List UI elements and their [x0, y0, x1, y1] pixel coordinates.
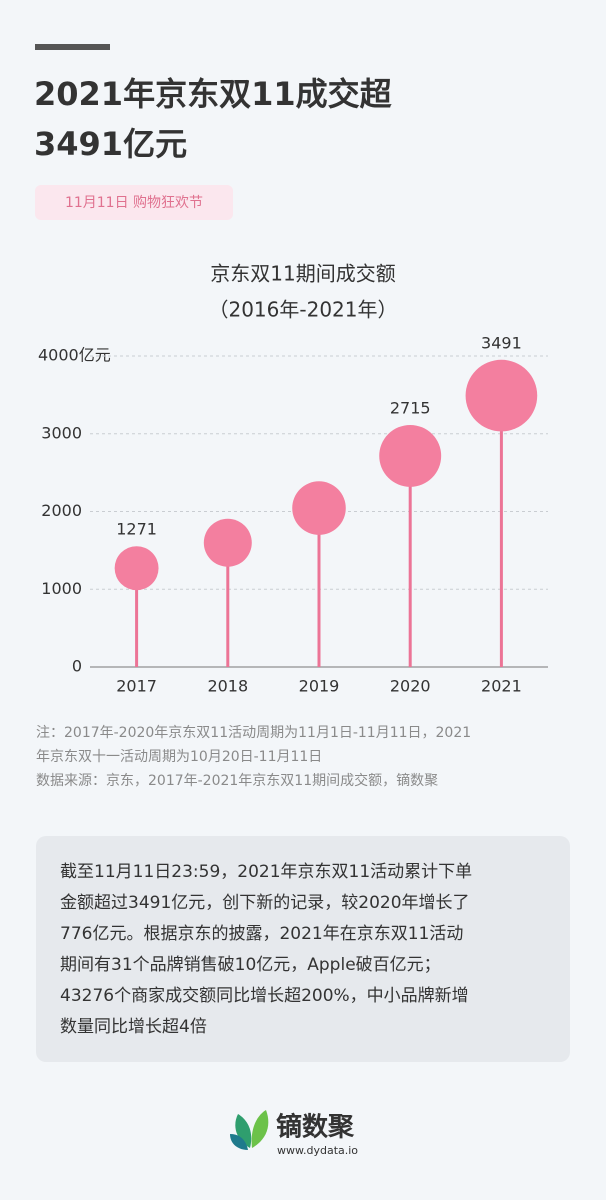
bubble	[292, 481, 346, 535]
note: 数据来源：京东，2017年-2021年京东双11期间成交额，镝数聚	[36, 772, 438, 789]
x-tick-label: 2017	[116, 677, 157, 696]
tag: 11月11日 购物狂欢节	[65, 195, 203, 211]
summary-line: 776亿元。根据京东的披露，2021年在京东双11活动	[60, 924, 463, 944]
y-tick-label: 3000	[41, 423, 82, 442]
summary: 截至11月11日23:59，2021年京东双11活动累计下单金额超过3491亿元…	[60, 862, 472, 1037]
value-label: 3491	[481, 333, 522, 352]
summary-line: 期间有31个品牌销售破10亿元，Apple破百亿元；	[60, 955, 441, 975]
title-line: 2021年京东双11成交超	[34, 75, 393, 113]
bubble	[114, 546, 159, 591]
value-label: 1271	[116, 520, 157, 539]
note: 注：2017年-2020年京东双11活动周期为11月1日-11月11日，2021	[36, 725, 471, 741]
y-tick-label: 0	[72, 657, 82, 676]
bubble	[465, 359, 538, 432]
x-tick-label: 2020	[390, 677, 431, 696]
url: www.dydata.io	[277, 1144, 358, 1157]
summary-box	[36, 836, 570, 1062]
title-line: 3491亿元	[34, 125, 187, 163]
brand: 镝数聚	[276, 1112, 355, 1143]
summary-line: 金额超过3491亿元，创下新的记录，较2020年增长了	[60, 893, 470, 913]
x-tick-label: 2021	[481, 677, 522, 696]
summary-line: 截至11月11日23:59，2021年京东双11活动累计下单	[60, 862, 472, 882]
chart-subtitle: （2016年-2021年）	[208, 298, 397, 322]
summary-line: 数量同比增长超4倍	[60, 1017, 207, 1037]
y-tick-label: 1000	[41, 579, 82, 598]
y-tick-label: 2000	[41, 501, 82, 520]
top-bar	[35, 44, 110, 50]
plot: 0 1000 2000 3000 4000亿元 2017 1271 2018 2019 2020 2…	[38, 333, 548, 696]
bubble	[203, 518, 252, 567]
x-tick-label: 2019	[299, 677, 340, 696]
chart-title: 京东双11期间成交额	[210, 262, 395, 286]
logo-icon	[230, 1110, 269, 1150]
y-tick-label: 4000亿元	[38, 346, 111, 365]
bubble	[379, 424, 442, 487]
tag-bg	[35, 185, 233, 220]
value-label: 2715	[390, 398, 431, 417]
x-tick-label: 2018	[207, 677, 248, 696]
note: 年京东双十一活动周期为10月20日-11月11日	[36, 749, 322, 765]
summary-line: 43276个商家成交额同比增长超200%，中小品牌新增	[60, 986, 469, 1006]
